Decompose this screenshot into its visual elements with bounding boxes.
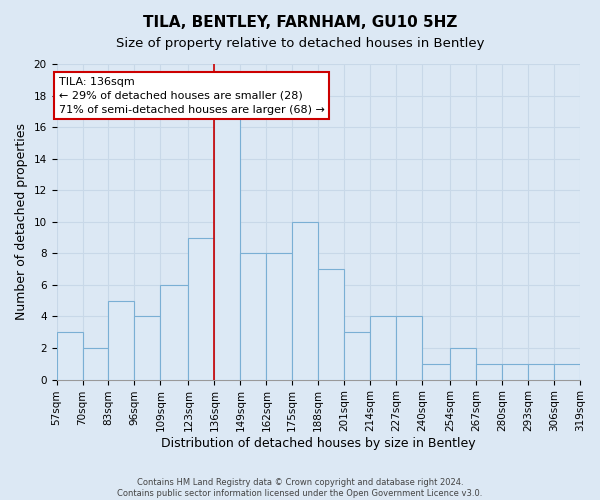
Text: TILA: 136sqm
← 29% of detached houses are smaller (28)
71% of semi-detached hous: TILA: 136sqm ← 29% of detached houses ar… bbox=[59, 76, 325, 114]
Bar bbox=[450, 348, 476, 380]
Bar bbox=[56, 332, 83, 380]
Bar bbox=[109, 300, 134, 380]
Bar bbox=[83, 348, 109, 380]
Bar bbox=[160, 285, 188, 380]
Bar bbox=[528, 364, 554, 380]
Bar bbox=[188, 238, 214, 380]
Bar bbox=[554, 364, 580, 380]
Bar bbox=[344, 332, 370, 380]
X-axis label: Distribution of detached houses by size in Bentley: Distribution of detached houses by size … bbox=[161, 437, 476, 450]
Bar bbox=[241, 254, 266, 380]
Y-axis label: Number of detached properties: Number of detached properties bbox=[15, 124, 28, 320]
Text: TILA, BENTLEY, FARNHAM, GU10 5HZ: TILA, BENTLEY, FARNHAM, GU10 5HZ bbox=[143, 15, 457, 30]
Bar bbox=[502, 364, 528, 380]
Text: Size of property relative to detached houses in Bentley: Size of property relative to detached ho… bbox=[116, 38, 484, 51]
Bar bbox=[134, 316, 160, 380]
Bar bbox=[396, 316, 422, 380]
Bar bbox=[214, 112, 241, 380]
Bar bbox=[476, 364, 502, 380]
Bar bbox=[266, 254, 292, 380]
Text: Contains HM Land Registry data © Crown copyright and database right 2024.
Contai: Contains HM Land Registry data © Crown c… bbox=[118, 478, 482, 498]
Bar bbox=[292, 222, 318, 380]
Bar bbox=[318, 269, 344, 380]
Bar bbox=[422, 364, 450, 380]
Bar bbox=[370, 316, 396, 380]
